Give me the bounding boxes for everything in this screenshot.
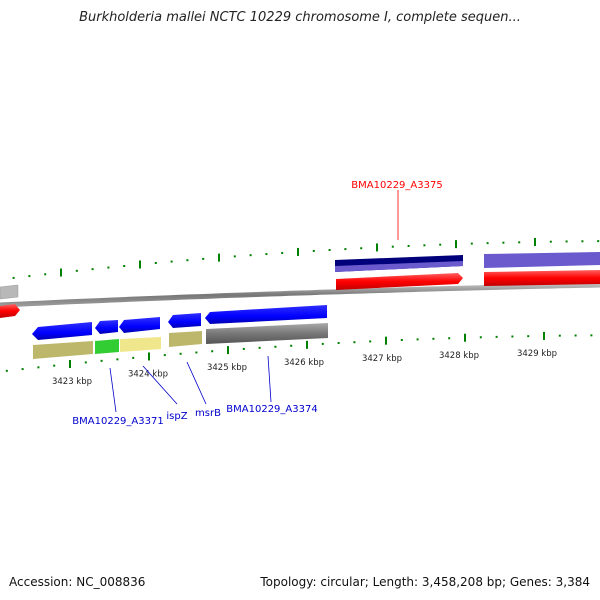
map-title: Burkholderia mallei NCTC 10229 chromosom…	[79, 10, 521, 25]
features	[0, 252, 600, 359]
feature-blue-msrb[interactable]	[168, 313, 201, 328]
tick-label: 3426 kbp	[284, 358, 324, 368]
tick-label: 3429 kbp	[517, 349, 557, 359]
feature-blue-ispz[interactable]	[119, 317, 160, 333]
gene-label-ispz[interactable]: ispZ	[166, 411, 187, 422]
feature-red-a3375[interactable]	[336, 273, 463, 290]
feature-red-right[interactable]	[484, 270, 600, 286]
tick-label: 3424 kbp	[128, 370, 168, 380]
tick-label: 3428 kbp	[439, 351, 479, 361]
tick-marks: 3423 kbp 3424 kbp 3425 kbp 3426 kbp 3427 kbp…	[5, 237, 600, 387]
gene-labels: BMA10229_A3375 BMA10229_A3371 ispZ msrB …	[72, 180, 442, 427]
backbone	[0, 282, 600, 308]
feature-red-left[interactable]	[0, 304, 20, 318]
feature-blue-2[interactable]	[95, 320, 118, 334]
feature-khaki[interactable]	[120, 337, 161, 352]
feature-olive-1[interactable]	[33, 341, 93, 359]
tick-label: 3425 kbp	[207, 363, 247, 373]
feature-blue-a3374[interactable]	[205, 305, 327, 324]
accession-text: Accession: NC_008836	[9, 575, 146, 589]
tick-label: 3427 kbp	[362, 354, 402, 364]
feature-green[interactable]	[95, 339, 119, 354]
gene-label-a3371[interactable]: BMA10229_A3371	[72, 416, 163, 427]
summary-text: Topology: circular; Length: 3,458,208 bp…	[260, 575, 590, 589]
gene-label-a3375[interactable]: BMA10229_A3375	[351, 180, 442, 191]
gene-label-a3374[interactable]: BMA10229_A3374	[226, 404, 317, 415]
gene-label-msrb[interactable]: msrB	[195, 408, 221, 419]
feature-olive-2[interactable]	[169, 331, 202, 347]
feature-purple-right[interactable]	[484, 252, 600, 268]
feature-navy-lower[interactable]	[335, 261, 463, 272]
tick-label: 3423 kbp	[52, 377, 92, 387]
feature-darkgray[interactable]	[206, 323, 328, 344]
backbone-line	[0, 282, 600, 308]
feature-blue-a3371[interactable]	[32, 322, 92, 340]
feature-gray-left[interactable]	[0, 284, 19, 300]
